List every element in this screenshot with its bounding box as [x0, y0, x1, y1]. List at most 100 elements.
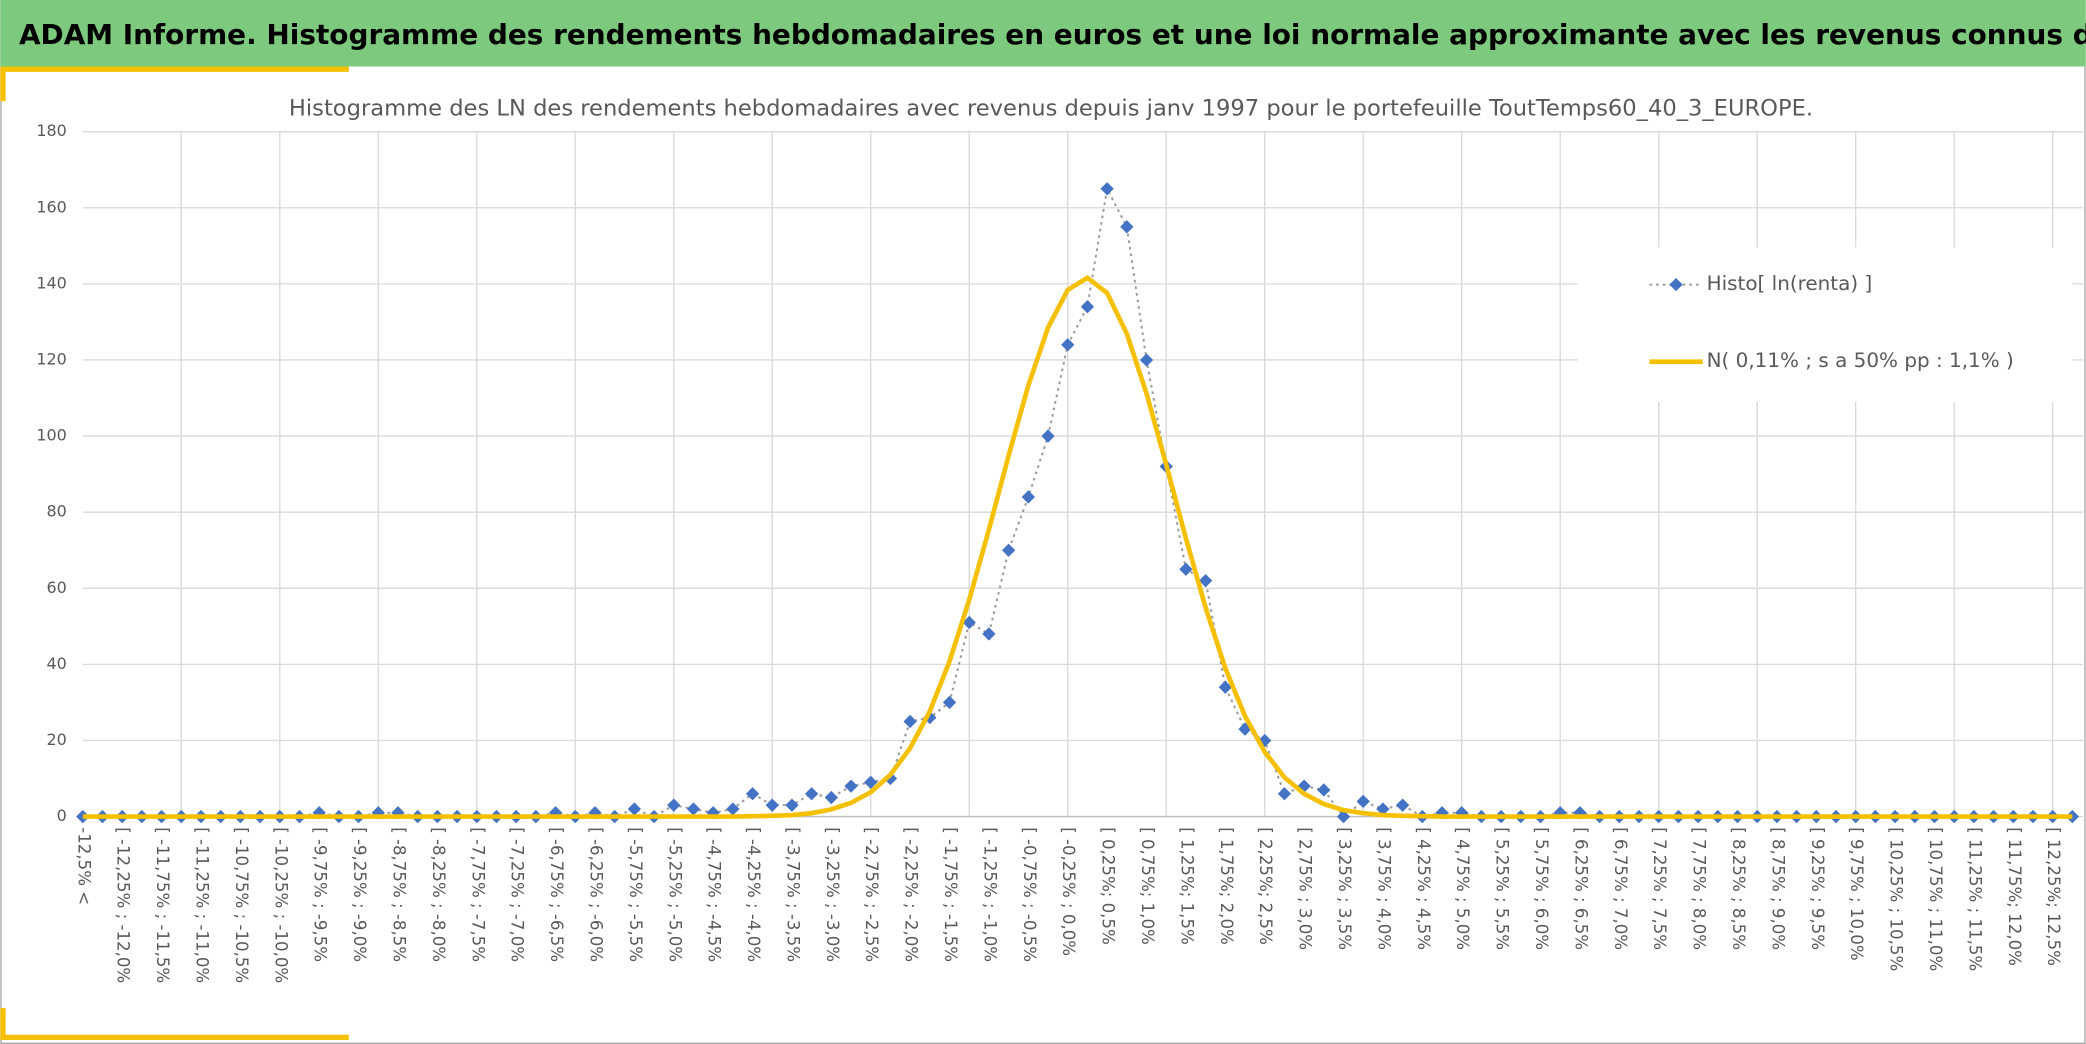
x-tick-label: [ 5,75% ; 6,0%	[1532, 827, 1551, 950]
data-point	[903, 714, 917, 729]
data-point	[1061, 338, 1075, 352]
data-point	[667, 798, 681, 812]
x-tick-label: [ -0,75% ; -0,5%	[1020, 827, 1039, 962]
accent-top	[0, 66, 349, 102]
x-tick-label: [ 9,75% ; 10,0%	[1847, 827, 1866, 960]
x-tick-label: [ -8,75% ; -8,5%	[389, 827, 408, 962]
data-point	[864, 775, 878, 789]
x-tick-label: [ -7,75% ; -7,5%	[468, 827, 487, 962]
data-point	[1356, 794, 1370, 809]
y-tick-label: 180	[36, 121, 66, 140]
x-tick-label: [ 0,75%; 1,0%	[1138, 827, 1157, 945]
data-point	[1001, 543, 1016, 557]
x-tick-label: [ -10,25% ; -10,0%	[271, 827, 290, 983]
data-point	[982, 627, 996, 641]
x-tick-label: [ 10,25% ; 10,5%	[1887, 827, 1906, 971]
data-point	[1336, 809, 1351, 824]
data-point	[1317, 783, 1331, 797]
x-tick-label: [ -11,25% ; -11,0%	[192, 827, 211, 983]
x-tick-label: [ -5,75% ; -5,5%	[626, 827, 645, 962]
y-tick-label: 160	[36, 197, 66, 216]
x-tick-label: [ -3,25% ; -3,0%	[823, 827, 842, 962]
x-tick-label: [ 3,75% ; 4,0%	[1374, 827, 1393, 950]
x-tick-label: [ 7,75% ; 8,0%	[1690, 827, 1709, 950]
data-point	[686, 802, 701, 816]
series-line	[82, 275, 2073, 819]
x-tick-label: [ -5,25% ; -5,0%	[665, 827, 684, 962]
x-tick-label: [ 4,75% ; 5,0%	[1453, 827, 1472, 950]
x-tick-label: [ 2,75% ; 3,0%	[1296, 827, 1315, 950]
x-tick-label: [ 1,75%; 2,0%	[1217, 827, 1236, 945]
data-point	[1277, 787, 1292, 801]
x-tick-label: [ 1,25%; 1,5%	[1177, 827, 1196, 945]
x-tick-label: [ 4,25% ; 4,5%	[1414, 827, 1433, 950]
y-tick-label: 120	[36, 349, 66, 368]
data-point	[1218, 680, 1232, 694]
plot: 0 20 40 60 80 100 120 140 160 180 -12,5% < [ -12,25…	[36, 121, 2084, 983]
x-tick-label: [ 7,25% ; 7,5%	[1650, 827, 1669, 950]
x-tick-label: [ -9,75% ; -9,5%	[311, 827, 330, 962]
data-point	[1395, 798, 1410, 812]
legend-marker	[1669, 277, 1683, 292]
x-tick-label: [ -1,25% ; -1,0%	[980, 827, 999, 962]
header-band	[0, 0, 2086, 67]
data-point	[745, 787, 760, 801]
x-tick-label: [ -2,25% ; -2,0%	[902, 827, 921, 962]
x-tick-label: [ 9,25% ; 9,5%	[1808, 827, 1827, 950]
data-point	[1139, 353, 1154, 367]
y-tick-label: 140	[36, 273, 66, 292]
legend-label: N( 0,11% ; s a 50% pp : 1,1% )	[1707, 348, 2014, 372]
x-tick-label: [ -8,25% ; -8,0%	[429, 827, 448, 962]
x-tick-label: [ 11,25% ; 11,5%	[1965, 827, 1984, 971]
data-point	[824, 790, 838, 805]
x-tick-label: [ -9,25% ; -9,0%	[350, 827, 369, 962]
x-tick-label: [ -2,75% ; -2,5%	[862, 827, 881, 962]
y-tick-label: 20	[47, 730, 67, 749]
y-tick-label: 60	[47, 578, 67, 597]
legend-box	[1577, 247, 2073, 402]
y-tick-label: 40	[47, 654, 67, 673]
x-tick-label: [ -1,75% ; -1,5%	[941, 827, 960, 962]
x-tick-label: [ 6,75% ; 7,0%	[1611, 827, 1630, 950]
data-point	[726, 802, 740, 816]
x-tick-label: [ 10,75% ; 11,0%	[1926, 827, 1945, 971]
y-tick-label: 0	[57, 806, 67, 825]
header-title: ADAM Informe. Histogramme des rendements…	[19, 18, 2086, 51]
data-point	[1376, 802, 1390, 816]
x-tick-label: [ -4,75% ; -4,5%	[705, 827, 724, 962]
x-tick-label: [ 11,75%; 12,0%	[2005, 827, 2024, 966]
data-point	[1041, 429, 1055, 443]
x-tick-label: [ 6,25% ; 6,5%	[1571, 827, 1590, 950]
legend-label: Histo[ ln(renta) ]	[1707, 271, 1873, 295]
accent-bottom	[0, 1008, 349, 1041]
x-tick-label: [ -6,75% ; -6,5%	[547, 827, 566, 962]
y-tick-label: 80	[47, 502, 67, 521]
x-tick-label: [ 2,25%; 2,5%	[1256, 827, 1275, 945]
x-tick-label: -12,5% <	[74, 827, 93, 905]
x-tick-label: [ -4,25% ; -4,0%	[744, 827, 763, 962]
x-tick-label: [ 12,25%; 12,5%	[2044, 827, 2063, 966]
data-point	[785, 798, 799, 812]
data-point	[804, 787, 819, 801]
x-tick-label: [ 0,25%; 0,5%	[1099, 827, 1118, 945]
data-point	[627, 802, 642, 816]
x-tick-label: [ -10,75% ; -10,5%	[232, 827, 251, 983]
x-tick-label: [ 8,75% ; 9,0%	[1768, 827, 1787, 950]
x-tick-label: [ -3,75% ; -3,5%	[783, 827, 802, 962]
x-tick-label: [ 3,25% ; 3,5%	[1335, 827, 1354, 950]
x-tick-label: [ 5,25% ; 5,5%	[1493, 827, 1512, 950]
data-point	[942, 695, 957, 710]
x-tick-label: [ -6,25% ; -6,0%	[586, 827, 605, 962]
x-tick-label: [ 8,25% ; 8,5%	[1729, 827, 1748, 950]
x-tick-label: [ -7,25% ; -7,0%	[508, 827, 527, 962]
x-tick-label: [ -0,25% ; 0,0%	[1059, 827, 1078, 956]
y-tick-label: 100	[36, 426, 66, 445]
x-tick-label: [ -11,75% ; -11,5%	[153, 827, 172, 983]
data-point	[844, 779, 858, 793]
legend: Histo[ ln(renta) ] N( 0,11% ; s a 50% pp …	[1577, 247, 2073, 402]
chart-title: Histogramme des LN des rendements hebdom…	[289, 96, 1813, 122]
x-tick-label: [ -12,25% ; -12,0%	[114, 827, 133, 983]
